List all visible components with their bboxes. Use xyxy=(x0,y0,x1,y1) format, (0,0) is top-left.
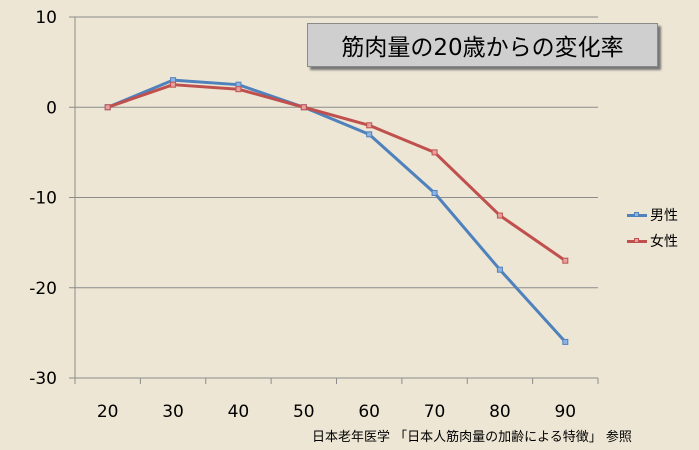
series-line-female xyxy=(107,83,567,262)
x-tick-label: 70 xyxy=(424,402,446,422)
data-point-male xyxy=(496,266,503,273)
y-tick-label: -10 xyxy=(29,189,57,209)
legend-marker-female xyxy=(634,237,639,243)
data-point-female xyxy=(366,122,373,129)
legend-swatch-male xyxy=(627,211,647,217)
legend-item-female: 女性 xyxy=(627,228,678,254)
x-tick-label: 30 xyxy=(162,402,184,422)
data-point-female xyxy=(300,104,307,111)
x-tick-label: 40 xyxy=(228,402,250,422)
x-tick-label: 20 xyxy=(97,402,119,422)
x-tick-label: 90 xyxy=(554,402,576,422)
data-point-female xyxy=(431,149,438,156)
data-point-female xyxy=(170,81,177,88)
data-point-female xyxy=(496,212,503,219)
data-point-male xyxy=(431,189,438,196)
data-point-male xyxy=(366,131,373,138)
y-tick-label: 10 xyxy=(35,8,57,28)
y-tick-label: -20 xyxy=(29,279,57,299)
legend-marker-male xyxy=(634,211,639,217)
data-point-female xyxy=(562,257,569,264)
legend-label-female: 女性 xyxy=(650,234,678,250)
legend-swatch-female xyxy=(627,237,647,243)
series-line-male xyxy=(107,78,567,343)
x-tick-label: 50 xyxy=(293,402,315,422)
y-tick-label: 0 xyxy=(46,98,57,118)
source-note: 日本老年医学 「日本人筋肉量の加齢による特徴」 参照 xyxy=(312,430,632,445)
data-point-male xyxy=(562,338,569,345)
y-tick-label: -30 xyxy=(29,369,57,389)
data-point-female xyxy=(104,104,111,111)
chart-title: 筋肉量の20歳からの変化率 xyxy=(307,23,658,67)
data-point-female xyxy=(235,86,242,93)
x-tick-label: 80 xyxy=(489,402,511,422)
legend-item-male: 男性 xyxy=(627,202,678,228)
legend-label-male: 男性 xyxy=(650,208,678,224)
legend: 男性 女性 xyxy=(627,202,678,254)
x-tick-label: 60 xyxy=(358,402,380,422)
